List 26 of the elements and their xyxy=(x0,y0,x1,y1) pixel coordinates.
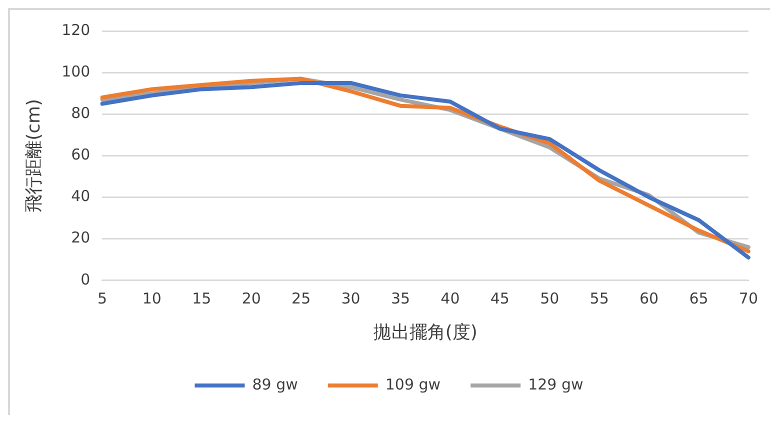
y-tick-label: 40 xyxy=(71,187,90,206)
x-tick-label: 5 xyxy=(97,289,108,308)
x-tick-label: 20 xyxy=(242,289,261,308)
x-tick-label: 25 xyxy=(292,289,311,308)
y-tick-label: 100 xyxy=(62,62,90,80)
y-tick-label: 80 xyxy=(71,104,90,122)
x-tick-label: 65 xyxy=(689,289,708,308)
legend-label: 89 gw xyxy=(252,375,298,394)
y-tick-label: 0 xyxy=(80,270,90,288)
x-tick-label: 60 xyxy=(639,289,659,308)
x-tick-label: 55 xyxy=(590,289,609,308)
x-tick-label: 15 xyxy=(192,289,212,308)
x-tick-label: 50 xyxy=(540,289,560,308)
x-tick-label: 70 xyxy=(738,289,758,308)
x-tick-label: 35 xyxy=(390,289,410,308)
y-tick-label: 20 xyxy=(71,228,90,247)
y-tick-label: 120 xyxy=(62,20,90,39)
x-tick-label: 10 xyxy=(142,289,162,308)
legend-label: 109 gw xyxy=(385,375,441,394)
x-tick-label: 45 xyxy=(490,289,510,308)
legend-label: 129 gw xyxy=(528,375,584,394)
x-axis-title: 拋出擺角(度) xyxy=(373,322,478,343)
x-tick-label: 40 xyxy=(440,289,460,308)
x-tick-label: 30 xyxy=(341,289,360,308)
y-tick-label: 60 xyxy=(71,146,90,164)
y-axis-title: 飛行距離(cm) xyxy=(23,98,44,212)
